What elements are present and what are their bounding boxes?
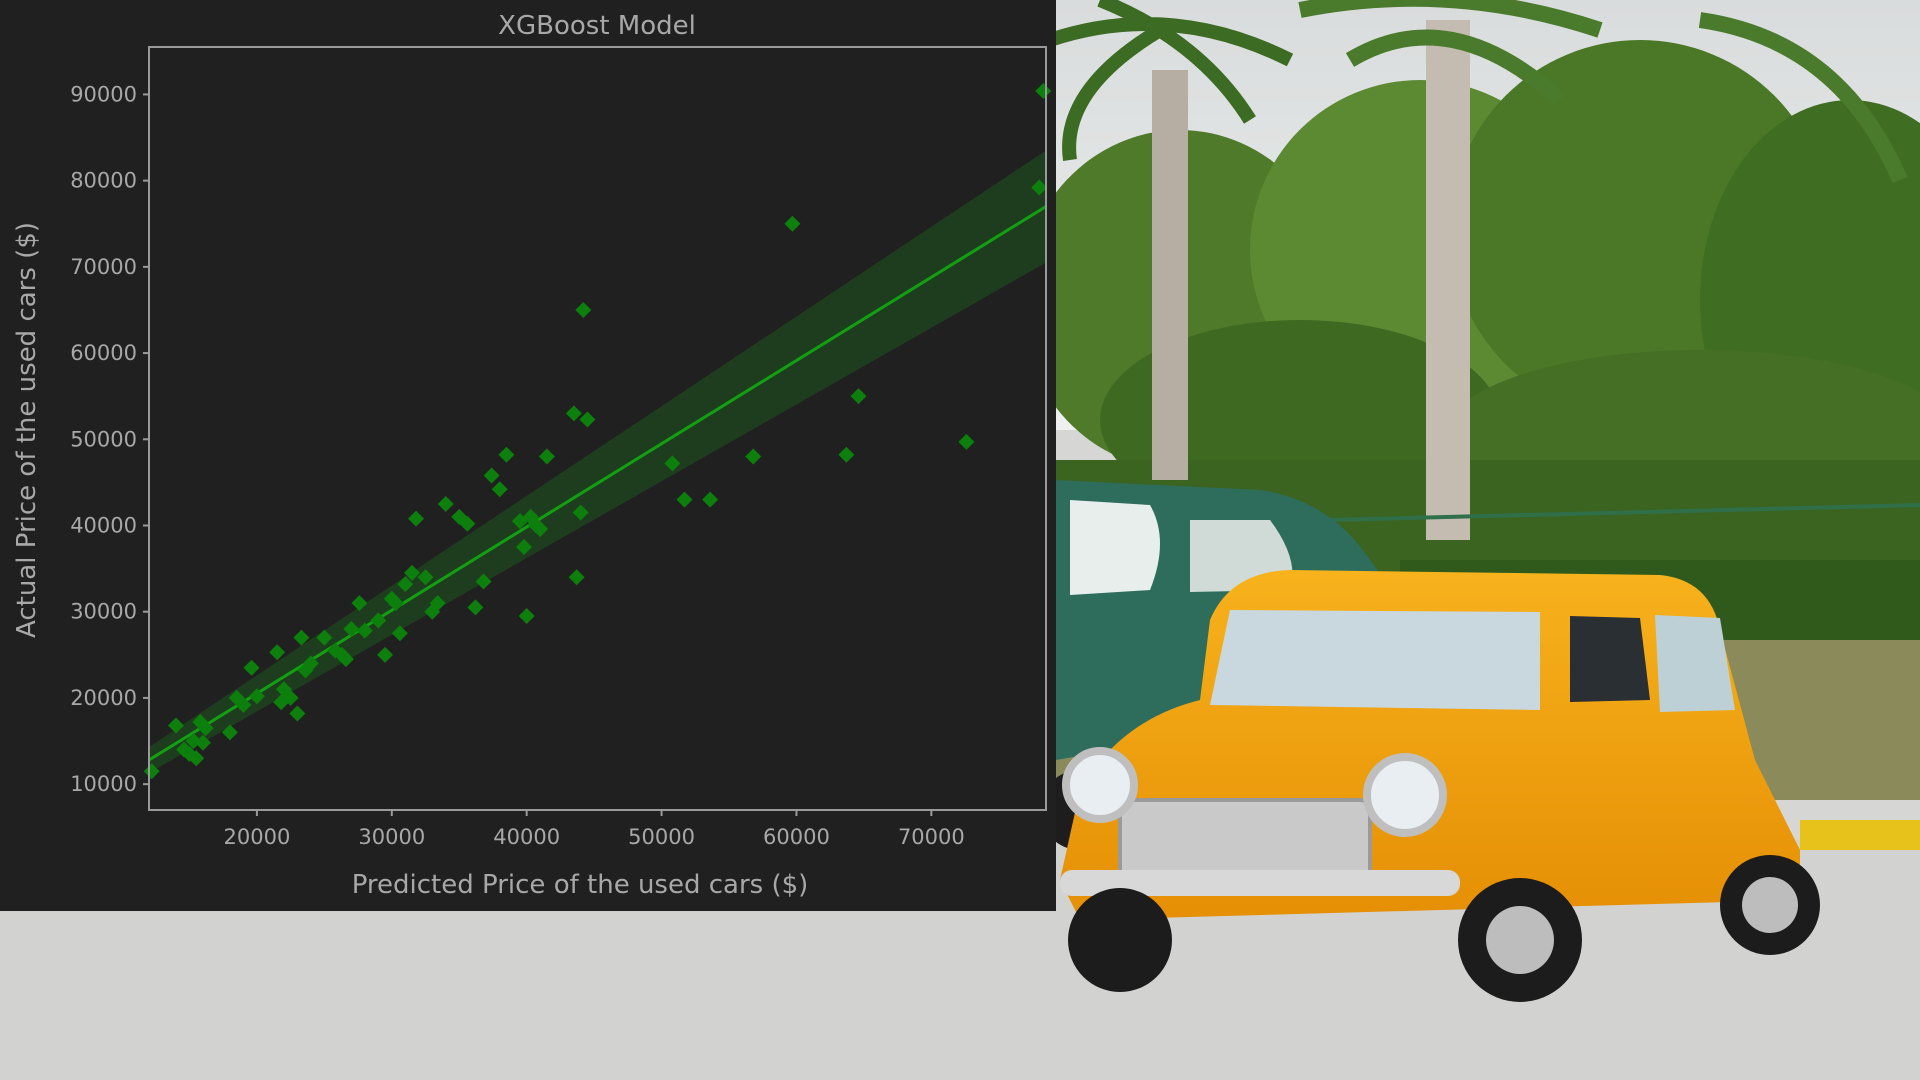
data-point bbox=[302, 655, 319, 672]
data-point bbox=[316, 629, 333, 646]
plot-frame bbox=[148, 46, 1047, 811]
x-tick-label: 40000 bbox=[493, 825, 560, 849]
x-axis-title: Predicted Price of the used cars ($) bbox=[352, 870, 809, 900]
y-tick-label: 20000 bbox=[70, 686, 137, 710]
data-point bbox=[377, 646, 394, 663]
y-tick-label: 70000 bbox=[70, 255, 137, 279]
data-point bbox=[498, 446, 515, 463]
data-point bbox=[532, 520, 549, 537]
data-point bbox=[235, 696, 252, 713]
data-point bbox=[417, 569, 434, 586]
data-point bbox=[538, 448, 555, 465]
data-point bbox=[429, 595, 446, 612]
y-tick-label: 10000 bbox=[70, 772, 137, 796]
data-point bbox=[838, 446, 855, 463]
data-point bbox=[1031, 179, 1048, 196]
data-point bbox=[784, 215, 801, 232]
data-point bbox=[343, 620, 360, 637]
y-tick-label: 80000 bbox=[70, 169, 137, 193]
yellow-car bbox=[1060, 570, 1820, 1002]
chart-title: XGBoost Model bbox=[498, 11, 696, 41]
data-point bbox=[958, 433, 975, 450]
y-tick-label: 30000 bbox=[70, 600, 137, 624]
data-point bbox=[356, 622, 373, 639]
scatter-chart: 10000 20000 30000 40000 50000 60000 70000 80000… bbox=[12, 11, 1052, 900]
data-point bbox=[282, 689, 299, 706]
data-point bbox=[188, 750, 205, 767]
y-tick-label: 60000 bbox=[70, 341, 137, 365]
data-point bbox=[387, 595, 404, 612]
y-tick-label: 40000 bbox=[70, 513, 137, 537]
data-point bbox=[397, 576, 414, 593]
data-point bbox=[475, 573, 492, 590]
data-point bbox=[676, 491, 693, 508]
data-point bbox=[391, 625, 408, 642]
y-axis-title: Actual Price of the used cars ($) bbox=[12, 222, 42, 638]
data-point bbox=[248, 688, 265, 705]
data-point bbox=[572, 504, 589, 521]
x-tick-label: 60000 bbox=[763, 825, 830, 849]
data-point bbox=[197, 720, 214, 737]
x-tick-label: 50000 bbox=[628, 825, 695, 849]
data-point bbox=[408, 510, 425, 527]
regression-line bbox=[148, 205, 1047, 762]
data-point bbox=[437, 495, 454, 512]
data-point bbox=[575, 301, 592, 318]
data-point bbox=[467, 599, 484, 616]
data-point bbox=[221, 724, 238, 741]
data-point bbox=[194, 734, 211, 751]
data-point bbox=[404, 564, 421, 581]
data-point bbox=[269, 644, 286, 661]
y-tick-label: 90000 bbox=[70, 82, 137, 106]
data-point bbox=[664, 455, 681, 472]
y-tick-label: 50000 bbox=[70, 427, 137, 451]
chart-panel: 10000 20000 30000 40000 50000 60000 70000 80000… bbox=[0, 0, 1056, 911]
data-point bbox=[293, 629, 310, 646]
data-point bbox=[565, 405, 582, 422]
palm-trees bbox=[1047, 0, 1908, 540]
confidence-band bbox=[149, 150, 1046, 773]
x-tick-label: 30000 bbox=[358, 825, 425, 849]
data-point bbox=[518, 608, 535, 625]
data-point bbox=[850, 388, 867, 405]
x-tick-label: 20000 bbox=[224, 825, 291, 849]
data-point bbox=[370, 612, 387, 629]
data-point bbox=[745, 448, 762, 465]
data-point bbox=[483, 467, 500, 484]
data-point bbox=[289, 705, 306, 722]
data-point bbox=[568, 569, 585, 586]
data-point bbox=[337, 651, 354, 668]
data-point bbox=[167, 717, 184, 734]
data-point bbox=[459, 515, 476, 532]
data-point bbox=[1035, 82, 1052, 99]
data-point bbox=[351, 595, 368, 612]
data-point bbox=[702, 491, 719, 508]
x-tick-label: 70000 bbox=[898, 825, 965, 849]
data-point bbox=[243, 659, 260, 676]
data-point bbox=[143, 763, 160, 780]
data-point bbox=[579, 411, 596, 428]
data-point bbox=[515, 539, 532, 556]
data-point bbox=[491, 481, 508, 498]
